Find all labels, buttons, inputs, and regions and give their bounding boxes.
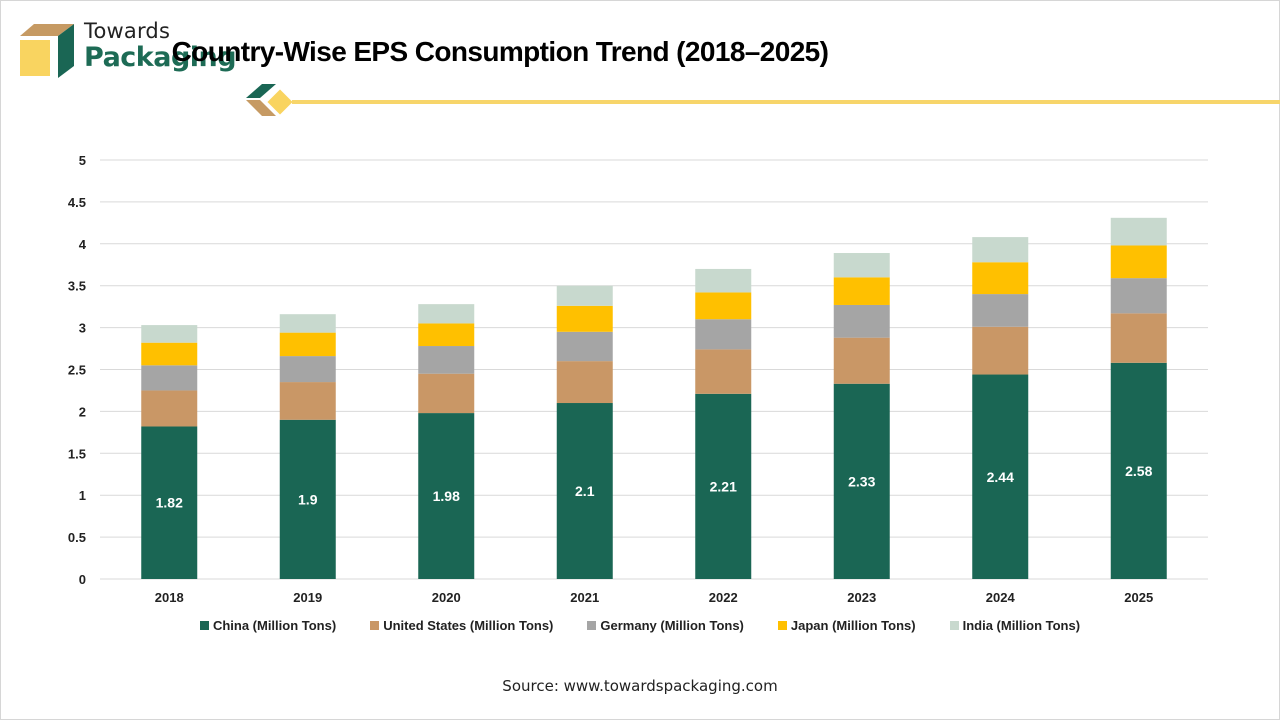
y-tick-label: 1 bbox=[79, 488, 86, 503]
legend-item: China (Million Tons) bbox=[199, 618, 337, 633]
bar-segment-2020-0 bbox=[418, 413, 475, 579]
chart-title: Country-Wise EPS Consumption Trend (2018… bbox=[171, 36, 829, 67]
bar-segment-2019-1 bbox=[279, 382, 336, 420]
bar-segment-2024-4 bbox=[972, 237, 1029, 263]
x-tick-label: 2025 bbox=[1124, 590, 1153, 605]
bar-segment-2025-1 bbox=[1110, 313, 1167, 363]
legend-item: Japan (Million Tons) bbox=[777, 618, 916, 633]
y-tick-label: 0 bbox=[79, 572, 86, 587]
y-tick-label: 0.5 bbox=[68, 530, 86, 545]
data-label: 1.9 bbox=[298, 491, 318, 507]
bar-segment-2019-2 bbox=[279, 356, 336, 383]
x-tick-label: 2023 bbox=[847, 590, 876, 605]
legend-label: Germany (Million Tons) bbox=[600, 618, 744, 633]
x-tick-label: 2024 bbox=[986, 590, 1016, 605]
bar-segment-2022-0 bbox=[695, 393, 752, 579]
y-tick-label: 5 bbox=[79, 153, 86, 168]
bar-segment-2024-2 bbox=[972, 294, 1029, 327]
bar-segment-2020-3 bbox=[418, 323, 475, 347]
towards-packaging-logo bbox=[18, 20, 238, 80]
bar-segment-2019-0 bbox=[279, 419, 336, 579]
bar-segment-2020-2 bbox=[418, 346, 475, 374]
bar-segment-2022-1 bbox=[695, 349, 752, 394]
legend-item: Germany (Million Tons) bbox=[587, 618, 744, 633]
bar-segment-2018-1 bbox=[141, 390, 198, 427]
bar-segment-2018-3 bbox=[141, 342, 198, 366]
bar-segment-2025-2 bbox=[1110, 278, 1167, 314]
bar-segment-2025-0 bbox=[1110, 362, 1167, 579]
legend-label: China (Million Tons) bbox=[212, 618, 337, 633]
legend-swatch bbox=[370, 621, 380, 630]
data-label: 2.21 bbox=[710, 478, 737, 494]
bar-segment-2023-4 bbox=[833, 253, 890, 278]
bar-segment-2024-3 bbox=[972, 262, 1029, 295]
decorative-rule bbox=[292, 100, 1280, 104]
logo-text-towards: Towards bbox=[84, 19, 171, 43]
bar-segment-2022-3 bbox=[695, 292, 752, 320]
bar-segment-2023-3 bbox=[833, 277, 890, 305]
bar-segment-2018-0 bbox=[141, 426, 198, 579]
x-tick-label: 2021 bbox=[570, 590, 599, 605]
y-tick-label: 4.5 bbox=[68, 195, 86, 210]
legend-label: Japan (Million Tons) bbox=[790, 618, 916, 633]
decorative-arrow-icon bbox=[242, 80, 302, 127]
legend-label: United States (Million Tons) bbox=[383, 618, 554, 633]
box-logo-icon bbox=[20, 24, 74, 78]
bar-segment-2020-1 bbox=[418, 373, 475, 414]
bar-segment-2023-0 bbox=[833, 383, 890, 579]
data-label: 2.58 bbox=[1125, 463, 1152, 479]
stacked-bar-chart: 0 0.5 1 1.5 2 2.5 3 3.5 4 4.5 5 1.82 2018 1.9 2019 1.98… bbox=[68, 153, 1208, 605]
bar-segment-2018-4 bbox=[141, 325, 198, 343]
bar-segment-2018-2 bbox=[141, 365, 198, 391]
x-tick-label: 2018 bbox=[155, 590, 184, 605]
logo-text-packaging: Packaging bbox=[84, 42, 237, 73]
legend-item: United States (Million Tons) bbox=[370, 618, 553, 633]
bar-segment-2021-4 bbox=[556, 285, 613, 306]
legend-label: India (Million Tons) bbox=[962, 618, 1081, 633]
y-tick-label: 2 bbox=[79, 404, 86, 419]
chart-legend: China (Million Tons) United States (Milli… bbox=[0, 618, 1280, 633]
x-tick-label: 2020 bbox=[432, 590, 461, 605]
y-tick-label: 1.5 bbox=[68, 446, 86, 461]
y-tick-label: 4 bbox=[79, 237, 87, 252]
bar-segment-2021-3 bbox=[556, 305, 613, 332]
legend-swatch bbox=[777, 621, 787, 630]
data-label: 2.33 bbox=[848, 473, 875, 489]
y-tick-label: 2.5 bbox=[68, 363, 86, 378]
legend-swatch bbox=[949, 621, 959, 630]
bar-segment-2024-0 bbox=[972, 374, 1029, 579]
legend-swatch bbox=[587, 621, 597, 630]
bar-segment-2025-4 bbox=[1110, 217, 1167, 246]
data-label: 1.82 bbox=[156, 495, 183, 511]
bar-segment-2023-1 bbox=[833, 337, 890, 384]
bar-segment-2021-0 bbox=[556, 403, 613, 579]
legend-swatch bbox=[199, 621, 209, 630]
y-tick-label: 3 bbox=[79, 321, 86, 336]
bar-segment-2025-3 bbox=[1110, 245, 1167, 279]
data-label: 2.44 bbox=[987, 469, 1014, 485]
bar-segment-2019-4 bbox=[279, 314, 336, 333]
x-tick-label: 2022 bbox=[709, 590, 738, 605]
bar-segment-2022-2 bbox=[695, 319, 752, 350]
bar-segment-2020-4 bbox=[418, 304, 475, 324]
bar-segment-2021-1 bbox=[556, 361, 613, 404]
data-label: 1.98 bbox=[433, 488, 460, 504]
bar-segment-2021-2 bbox=[556, 331, 613, 362]
bar-segment-2024-1 bbox=[972, 326, 1029, 375]
legend-item: India (Million Tons) bbox=[949, 618, 1081, 633]
bar-segment-2023-2 bbox=[833, 304, 890, 338]
bar-segment-2022-4 bbox=[695, 268, 752, 293]
y-tick-label: 3.5 bbox=[68, 279, 86, 294]
x-tick-label: 2019 bbox=[293, 590, 322, 605]
bar-segment-2019-3 bbox=[279, 332, 336, 357]
data-label: 2.1 bbox=[575, 483, 595, 499]
source-note: Source: www.towardspackaging.com bbox=[502, 677, 778, 695]
